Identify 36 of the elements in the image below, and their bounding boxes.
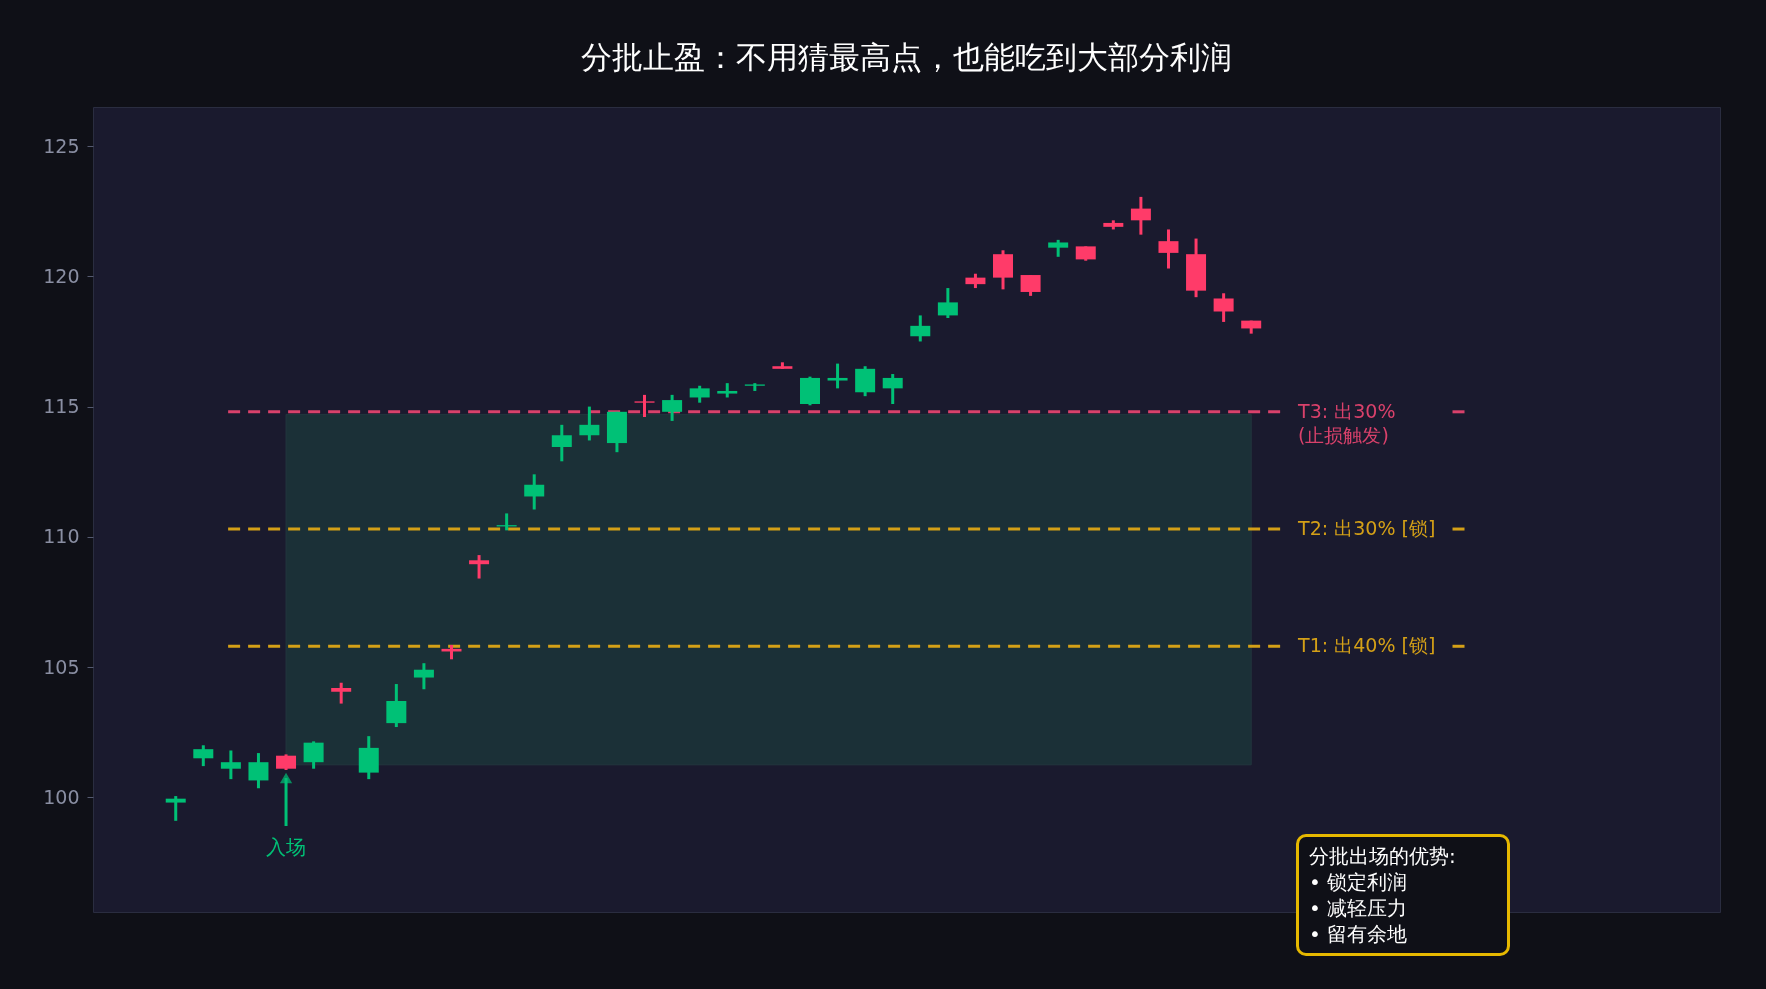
y-tick-label: 105 <box>43 655 80 678</box>
candlestick <box>882 374 903 404</box>
candlestick <box>1020 275 1041 296</box>
ref-line-label: T1: 出40% [锁] <box>1297 634 1436 657</box>
candlestick <box>413 663 434 690</box>
ref-line-label: T2: 出30% [锁] <box>1297 517 1436 540</box>
candlestick <box>1158 229 1179 269</box>
candlestick <box>303 741 324 769</box>
candlestick <box>524 474 545 510</box>
candlestick <box>469 555 490 579</box>
candlestick <box>248 753 269 789</box>
candlestick <box>993 250 1014 290</box>
candlestick <box>827 363 848 389</box>
y-tick-label: 115 <box>43 395 80 418</box>
candlestick <box>386 684 407 728</box>
candlestick <box>1213 293 1234 322</box>
candlestick <box>165 796 186 821</box>
y-tick-label: 120 <box>43 264 80 287</box>
candlestick <box>662 393 683 421</box>
annotation: 入场 <box>266 835 307 860</box>
ref-line-label: T3: 出30% (止损触发) <box>1297 399 1396 446</box>
candlestick <box>1130 195 1151 235</box>
candlestick <box>193 745 214 768</box>
candlestick <box>910 315 931 342</box>
y-tick-label: 100 <box>43 785 80 808</box>
y-tick-label: 110 <box>43 525 80 548</box>
candlestick <box>937 288 958 319</box>
candlestick <box>634 393 655 418</box>
candlestick <box>331 682 352 704</box>
candlestick <box>855 366 876 398</box>
candlestick <box>551 423 572 462</box>
candlestick <box>220 750 241 781</box>
text: 分批出场的优势: • 锁定利润 • 减轻压力 • 留有余地 <box>1296 834 1510 956</box>
candlestick <box>579 406 600 441</box>
chart-title: 分批止盈：不用猜最高点，也能吃到大部分利润 <box>581 39 1232 75</box>
y-tick-label: 125 <box>43 134 80 157</box>
